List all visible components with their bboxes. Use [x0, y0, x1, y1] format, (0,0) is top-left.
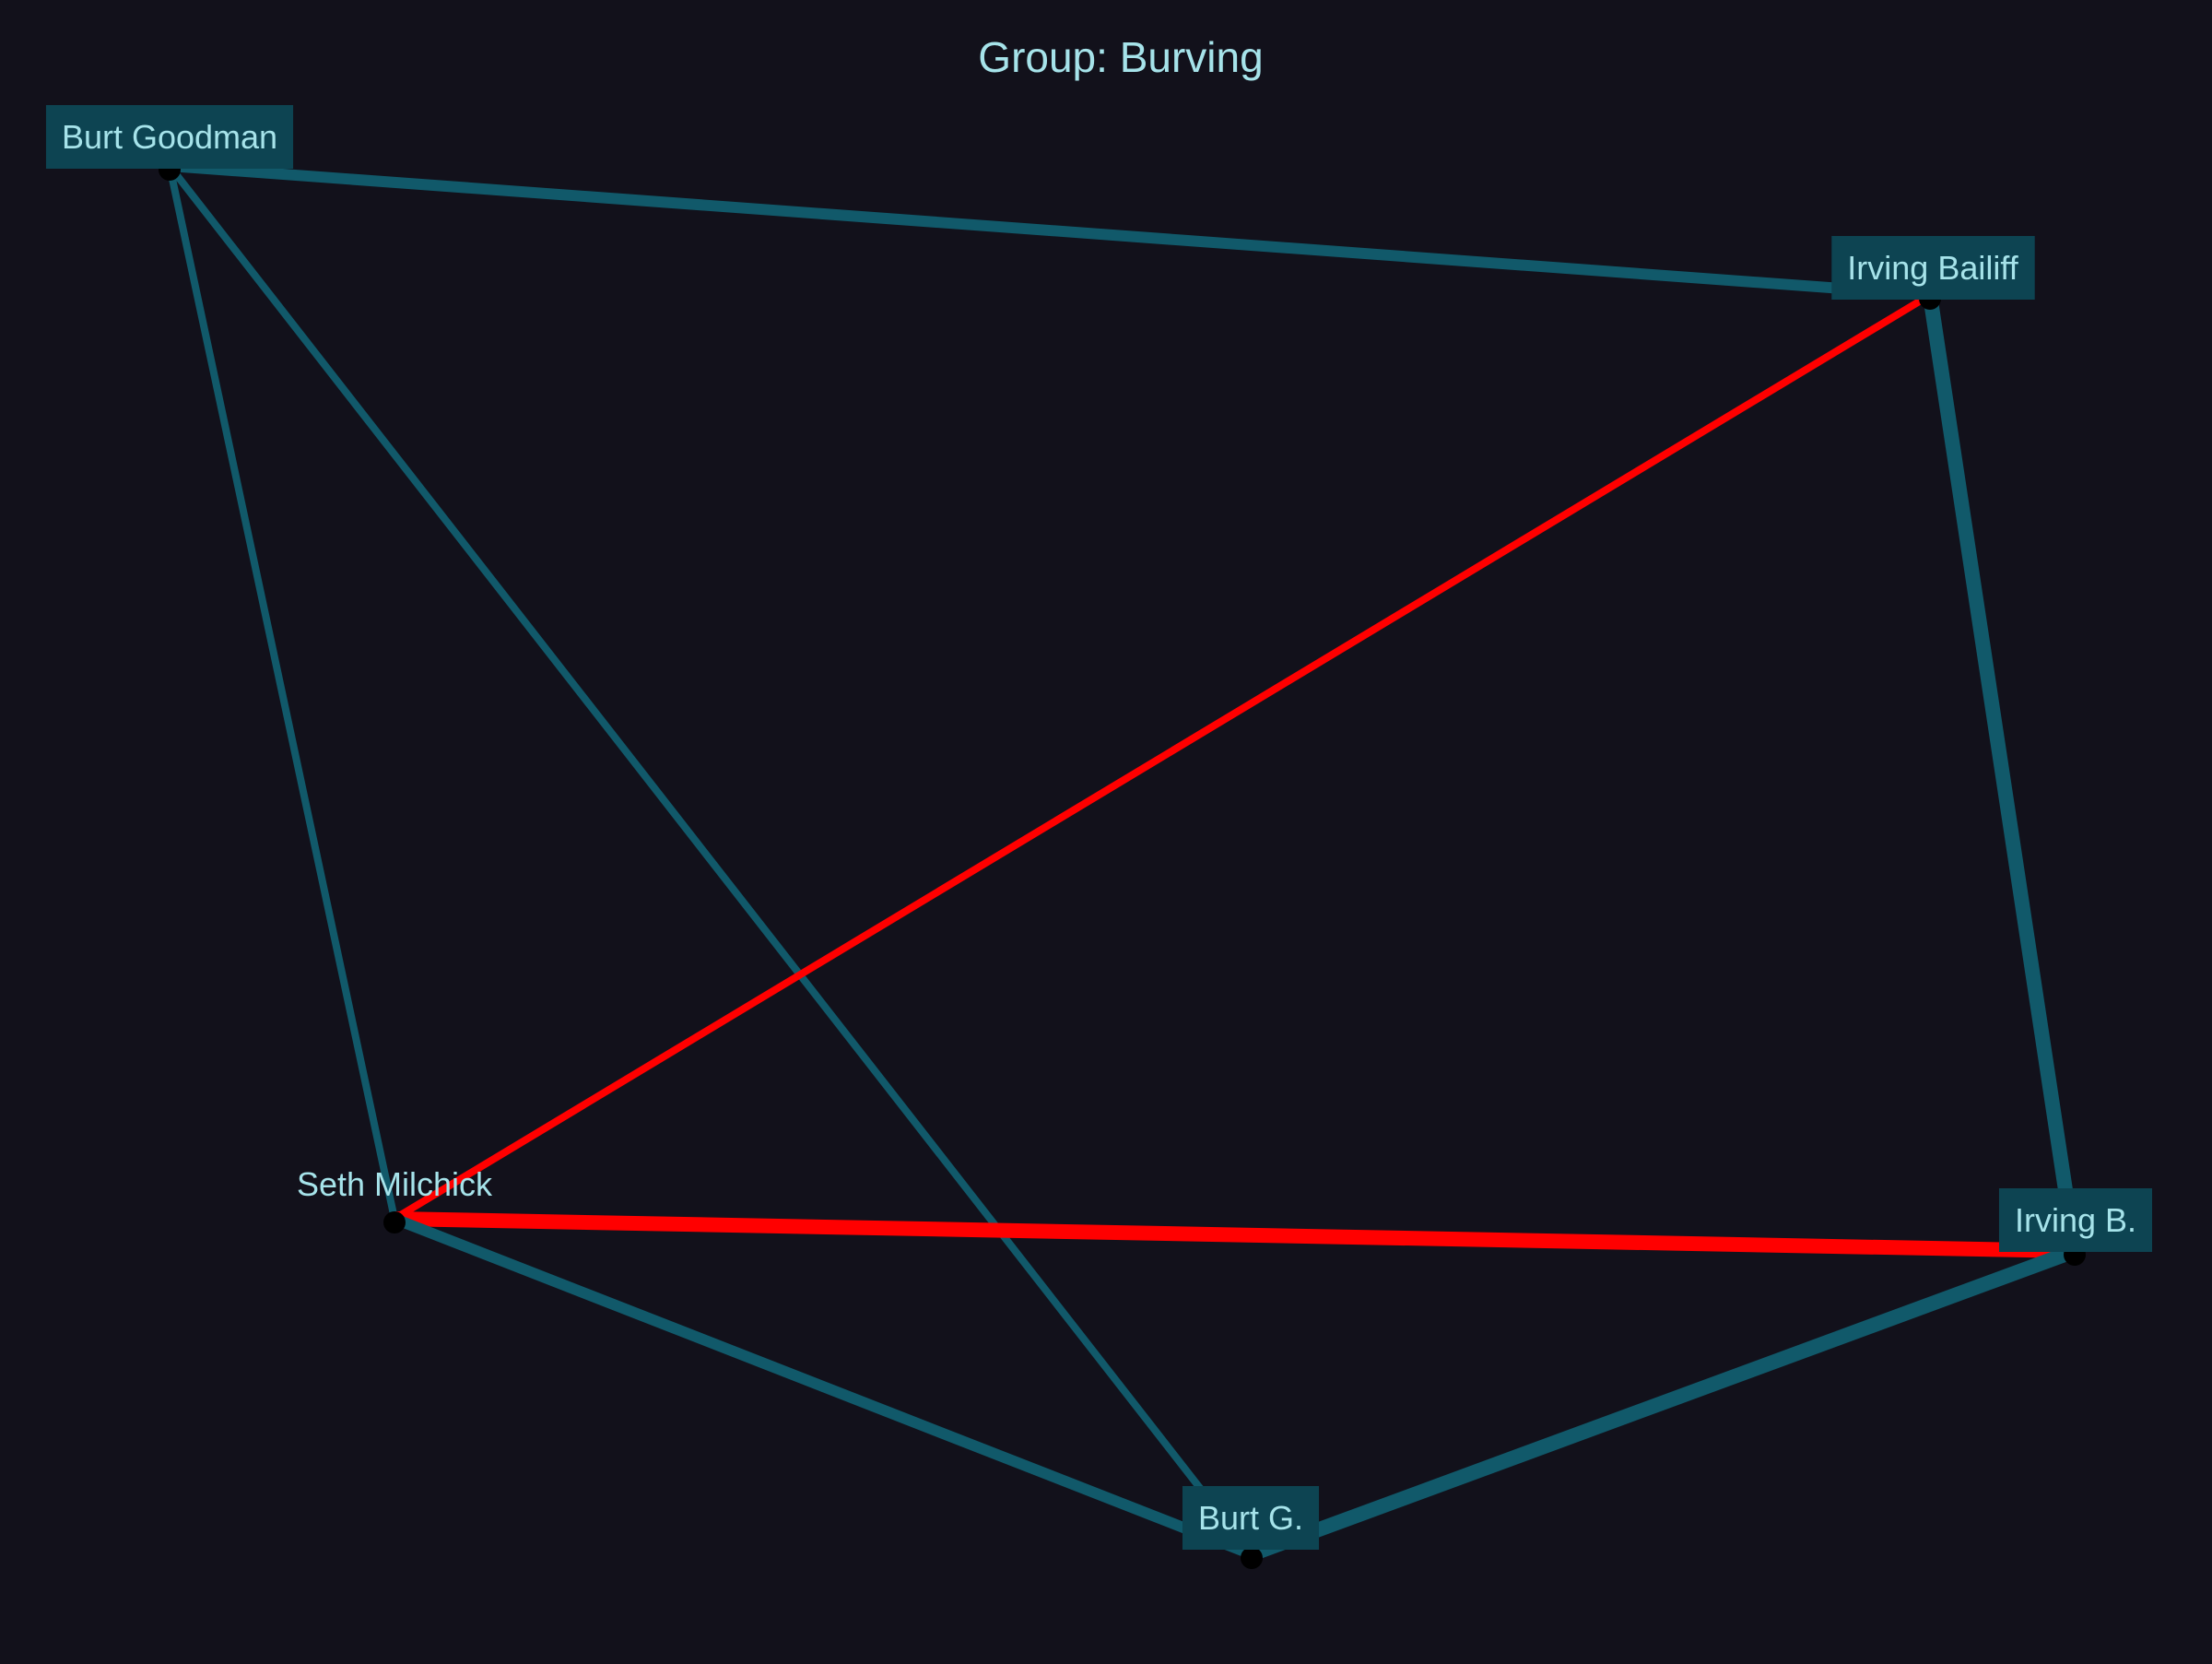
edge-burt-goodman-seth-milchick — [166, 165, 398, 1220]
edge-irving-b-burt-g — [1249, 1244, 2077, 1562]
edge-seth-milchick-burt-g — [392, 1213, 1254, 1560]
node-label-box-irving-bailiff — [1831, 236, 2035, 300]
node-label-irving-b: Irving B. — [2015, 1201, 2136, 1239]
node-irving-bailiff[interactable]: Irving Bailiff — [1831, 236, 2035, 300]
edge-seth-milchick-irving-b — [394, 1211, 2076, 1258]
node-label-burt-g: Burt G. — [1198, 1499, 1303, 1537]
node-seth-milchick[interactable]: Seth Milchick — [297, 1165, 493, 1203]
graph-title: Group: Burving — [978, 33, 1263, 81]
node-label-box-burt-goodman — [45, 105, 294, 169]
node-label-seth-milchick: Seth Milchick — [297, 1165, 493, 1203]
node-label-irving-bailiff: Irving Bailiff — [1847, 249, 2018, 287]
edge-burt-goodman-irving-bailiff — [169, 160, 1931, 301]
edges-layer — [166, 160, 2082, 1562]
node-dot-burt-g[interactable] — [1241, 1547, 1263, 1569]
node-dot-seth-milchick[interactable] — [383, 1211, 406, 1233]
node-label-box-burt-g — [1182, 1486, 1320, 1550]
edge-burt-goodman-burt-g — [166, 163, 1255, 1557]
edge-irving-bailiff-irving-b — [1923, 293, 2082, 1253]
node-irving-b[interactable]: Irving B. — [1998, 1188, 2153, 1252]
node-burt-g[interactable]: Burt G. — [1182, 1486, 1320, 1550]
node-label-burt-goodman: Burt Goodman — [62, 118, 277, 156]
node-label-box-irving-b — [1998, 1188, 2153, 1252]
node-burt-goodman[interactable]: Burt Goodman — [45, 105, 294, 169]
edge-irving-bailiff-seth-milchick — [392, 291, 1933, 1222]
node-labels-layer: Burt Goodman Irving Bailiff Seth Milchick I… — [45, 105, 2153, 1550]
